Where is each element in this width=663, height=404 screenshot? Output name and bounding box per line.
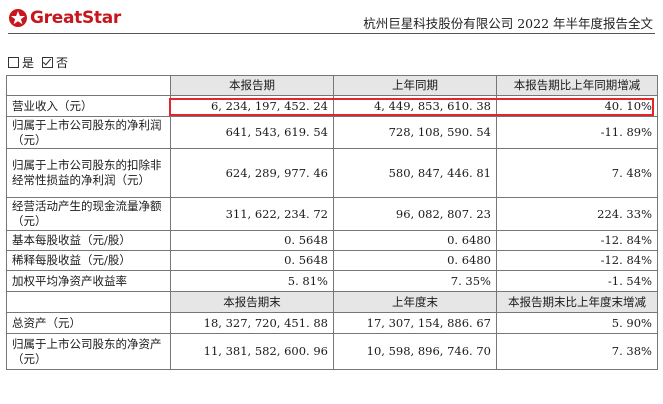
header-row: 本报告期末 上年度末 本报告期末比上年度末增减 bbox=[6, 291, 658, 313]
header-divider bbox=[8, 33, 655, 34]
table-row: 经营活动产生的现金流量净额（元） 311, 622, 234. 72 96, 082… bbox=[6, 197, 658, 231]
prior-value: 580, 847, 446. 81 bbox=[333, 148, 497, 198]
column-header bbox=[6, 291, 171, 313]
checkbox-yes-label: 是 bbox=[22, 56, 35, 70]
table-row: 加权平均净资产收益率 5. 81% 7. 35% -1. 54% bbox=[6, 270, 658, 292]
report-header: GreatStar 杭州巨星科技股份有限公司 2022 年半年度报告全文 bbox=[0, 0, 663, 34]
logo-text: GreatStar bbox=[30, 8, 121, 28]
row-label: 营业收入（元） bbox=[6, 95, 171, 117]
change-value: 224. 33% bbox=[496, 197, 658, 231]
current-value: 311, 622, 234. 72 bbox=[170, 197, 334, 231]
header-row: 本报告期 上年同期 本报告期比上年同期增减 bbox=[6, 75, 658, 96]
change-value: 40. 10% bbox=[496, 95, 658, 117]
table-row: 归属于上市公司股东的净利润（元） 641, 543, 619. 54 728, 10… bbox=[6, 116, 658, 149]
table-row: 基本每股收益（元/股） 0. 5648 0. 6480 -12. 84% bbox=[6, 230, 658, 251]
column-header: 本报告期末 bbox=[170, 291, 334, 313]
column-header bbox=[6, 75, 171, 96]
prior-value: 96, 082, 807. 23 bbox=[333, 197, 497, 231]
change-value: -11. 89% bbox=[496, 116, 658, 149]
column-header: 本报告期比上年同期增减 bbox=[496, 75, 658, 96]
row-label: 经营活动产生的现金流量净额（元） bbox=[6, 197, 171, 231]
row-label: 总资产（元） bbox=[6, 312, 171, 334]
row-label: 归属于上市公司股东的净利润（元） bbox=[6, 116, 171, 149]
prior-value: 10, 598, 896, 746. 70 bbox=[333, 333, 497, 370]
table-row: 营业收入（元） 6, 234, 197, 452. 24 4, 449, 853, … bbox=[6, 95, 658, 117]
column-header: 本报告期 bbox=[170, 75, 334, 96]
prior-value: 17, 307, 154, 886. 67 bbox=[333, 312, 497, 334]
restatement-checkbox-row: 是 否 bbox=[8, 54, 74, 71]
prior-value: 0. 6480 bbox=[333, 230, 497, 251]
prior-value: 7. 35% bbox=[333, 270, 497, 292]
current-value: 6, 234, 197, 452. 24 bbox=[170, 95, 334, 117]
current-value: 5. 81% bbox=[170, 270, 334, 292]
change-value: 7. 38% bbox=[496, 333, 658, 370]
table-row: 归属于上市公司股东的净资产（元） 11, 381, 582, 600. 96 10,… bbox=[6, 333, 658, 370]
prior-value: 0. 6480 bbox=[333, 250, 497, 271]
table-row: 总资产（元） 18, 327, 720, 451. 88 17, 307, 154,… bbox=[6, 312, 658, 334]
current-value: 11, 381, 582, 600. 96 bbox=[170, 333, 334, 370]
checkbox-yes[interactable] bbox=[8, 57, 19, 68]
prior-value: 728, 108, 590. 54 bbox=[333, 116, 497, 149]
column-header: 上年度末 bbox=[333, 291, 497, 313]
checkbox-no-label: 否 bbox=[56, 56, 69, 70]
change-value: -1. 54% bbox=[496, 270, 658, 292]
report-title: 杭州巨星科技股份有限公司 2022 年半年度报告全文 bbox=[363, 16, 653, 31]
table-row: 稀释每股收益（元/股） 0. 5648 0. 6480 -12. 84% bbox=[6, 250, 658, 271]
row-label: 加权平均净资产收益率 bbox=[6, 270, 171, 292]
current-value: 0. 5648 bbox=[170, 230, 334, 251]
row-label: 基本每股收益（元/股） bbox=[6, 230, 171, 251]
table-row: 归属于上市公司股东的扣除非经常性损益的净利润（元） 624, 289, 977. … bbox=[6, 148, 658, 198]
current-value: 624, 289, 977. 46 bbox=[170, 148, 334, 198]
change-value: -12. 84% bbox=[496, 230, 658, 251]
star-icon bbox=[9, 9, 27, 27]
checkbox-no[interactable] bbox=[42, 57, 54, 68]
company-logo: GreatStar bbox=[8, 6, 121, 30]
financial-summary-table: 本报告期 上年同期 本报告期比上年同期增减 营业收入（元） 6, 234, 197, 4… bbox=[6, 75, 658, 370]
change-value: 5. 90% bbox=[496, 312, 658, 334]
row-label: 稀释每股收益（元/股） bbox=[6, 250, 171, 271]
row-label: 归属于上市公司股东的扣除非经常性损益的净利润（元） bbox=[6, 148, 171, 198]
column-header: 上年同期 bbox=[333, 75, 497, 96]
current-value: 18, 327, 720, 451. 88 bbox=[170, 312, 334, 334]
current-value: 641, 543, 619. 54 bbox=[170, 116, 334, 149]
prior-value: 4, 449, 853, 610. 38 bbox=[333, 95, 497, 117]
row-label: 归属于上市公司股东的净资产（元） bbox=[6, 333, 171, 370]
change-value: -12. 84% bbox=[496, 250, 658, 271]
current-value: 0. 5648 bbox=[170, 250, 334, 271]
change-value: 7. 48% bbox=[496, 148, 658, 198]
column-header: 本报告期末比上年度末增减 bbox=[496, 291, 658, 313]
